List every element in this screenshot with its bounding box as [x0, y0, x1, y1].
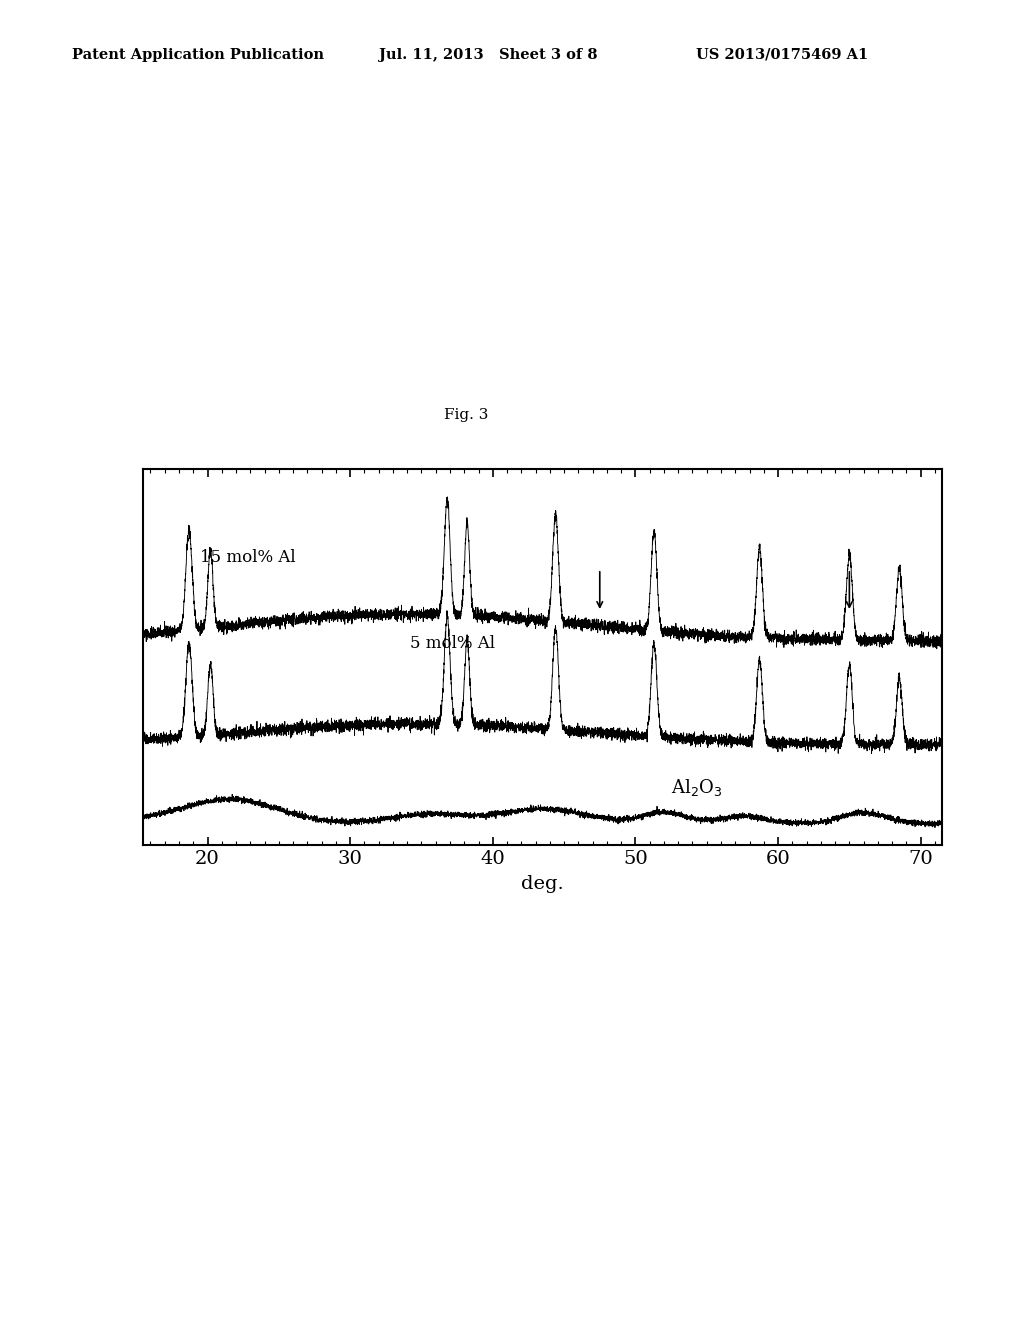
Text: US 2013/0175469 A1: US 2013/0175469 A1 — [696, 48, 868, 62]
Text: Fig. 3: Fig. 3 — [443, 408, 488, 422]
Text: Patent Application Publication: Patent Application Publication — [72, 48, 324, 62]
X-axis label: deg.: deg. — [521, 875, 564, 892]
Text: Jul. 11, 2013   Sheet 3 of 8: Jul. 11, 2013 Sheet 3 of 8 — [379, 48, 597, 62]
Text: 5 mol% Al: 5 mol% Al — [410, 635, 495, 652]
Text: Al$_2$O$_3$: Al$_2$O$_3$ — [671, 777, 723, 797]
Text: 15 mol% Al: 15 mol% Al — [201, 549, 296, 566]
